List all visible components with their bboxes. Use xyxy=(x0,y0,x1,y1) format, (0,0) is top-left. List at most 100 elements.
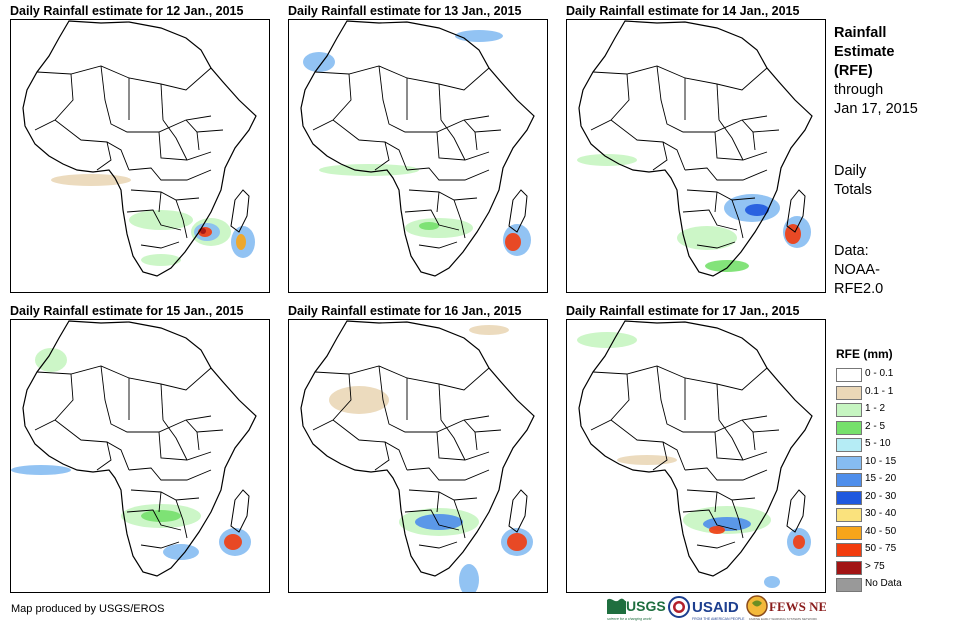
country-border xyxy=(652,141,668,171)
country-border xyxy=(126,509,182,531)
map-panel-17-jan: Daily Rainfall estimate for 17 Jan., 201… xyxy=(566,303,826,593)
rainfall-map xyxy=(10,319,270,593)
country-border xyxy=(196,431,200,451)
legend-label: No Data xyxy=(865,578,902,589)
country-border xyxy=(652,441,668,471)
country-border xyxy=(158,131,212,161)
rainfall-area xyxy=(785,224,801,244)
madagascar-outline xyxy=(786,489,806,533)
legend-label: 5 - 10 xyxy=(865,438,891,449)
rainfall-area xyxy=(224,534,242,550)
legend-label: 1 - 2 xyxy=(865,403,886,414)
madagascar-outline xyxy=(508,189,528,233)
country-border xyxy=(684,167,768,181)
country-border xyxy=(160,383,164,421)
panel-title: Daily Rainfall estimate for 17 Jan., 201… xyxy=(566,304,800,318)
country-border xyxy=(716,383,720,421)
country-border xyxy=(404,209,460,231)
country-border xyxy=(718,419,744,461)
usgs-wordmark: USGS xyxy=(626,598,666,614)
usgs-tagline: science for a changing world xyxy=(607,617,652,621)
legend-swatch xyxy=(836,385,862,400)
africa-map xyxy=(300,20,535,277)
legend-label: > 75 xyxy=(865,560,885,572)
rainfall-area xyxy=(329,386,389,414)
country-border xyxy=(196,131,200,151)
fews-net-wordmark: FEWS NET xyxy=(769,599,826,614)
rainfall-area xyxy=(236,234,246,250)
panel-title: Daily Rainfall estimate for 14 Jan., 201… xyxy=(566,4,800,18)
rainfall-map xyxy=(566,19,826,293)
africa-map xyxy=(577,20,813,277)
rainfall-area xyxy=(764,576,780,588)
madagascar-outline xyxy=(230,189,250,233)
sidebar-daily: Daily Totals xyxy=(834,162,872,200)
country-border xyxy=(128,467,212,481)
legend-swatch xyxy=(836,473,862,487)
country-border xyxy=(436,431,490,461)
country-border xyxy=(731,499,744,539)
panel-title: Daily Rainfall estimate for 15 Jan., 201… xyxy=(10,304,244,318)
rainfall-area xyxy=(141,510,181,522)
rainfall-area xyxy=(507,533,527,551)
panel-title: Daily Rainfall estimate for 16 Jan., 201… xyxy=(288,304,522,318)
legend-swatch xyxy=(836,578,862,592)
heading-line: (RFE) xyxy=(834,63,873,79)
madagascar-outline xyxy=(508,489,528,533)
country-border xyxy=(696,541,736,549)
country-border xyxy=(418,541,458,549)
fews-net-tagline: FAMINE EARLY WARNING SYSTEMS NETWORK xyxy=(749,617,817,621)
country-border xyxy=(406,467,490,481)
legend-swatch xyxy=(836,403,862,417)
country-border xyxy=(731,199,744,239)
country-border xyxy=(453,199,466,239)
legend-swatch xyxy=(836,543,862,557)
country-border xyxy=(408,489,478,501)
map-panel-12-jan: Daily Rainfall estimate for 12 Jan., 201… xyxy=(10,3,270,293)
legend-swatch xyxy=(836,525,862,540)
legend-label: 15 - 20 xyxy=(865,473,897,484)
heading-line: Estimate xyxy=(834,44,895,60)
country-border xyxy=(682,209,738,231)
country-border xyxy=(312,373,352,431)
africa-coastline xyxy=(578,20,813,277)
rainfall-area xyxy=(11,465,71,475)
rainfall-area xyxy=(745,204,769,216)
country-border xyxy=(404,509,460,531)
rainfall-area xyxy=(51,174,131,186)
country-border xyxy=(158,191,162,213)
legend-swatch xyxy=(836,490,862,505)
country-border xyxy=(408,189,478,201)
country-border xyxy=(696,241,736,249)
country-border xyxy=(162,119,188,161)
africa-coastline xyxy=(578,320,813,577)
africa-coastline xyxy=(300,320,535,577)
legend-label: 10 - 15 xyxy=(865,455,897,467)
country-border xyxy=(374,441,390,471)
rainfall-area xyxy=(415,514,463,530)
country-border xyxy=(438,383,442,421)
country-border xyxy=(752,131,756,151)
panel-title: Daily Rainfall estimate for 12 Jan., 201… xyxy=(10,4,244,18)
legend-swatch xyxy=(836,438,862,452)
africa-coastline xyxy=(300,20,535,277)
rainfall-area xyxy=(405,218,473,238)
rainfall-area xyxy=(163,544,199,560)
panel-title: Daily Rainfall estimate for 13 Jan., 201… xyxy=(288,4,522,18)
usaid-wordmark: USAID xyxy=(692,599,739,616)
through-label: through xyxy=(834,82,884,98)
usaid-tagline: FROM THE AMERICAN PEOPLE xyxy=(692,617,745,621)
country-border xyxy=(718,119,744,161)
africa-landmass xyxy=(579,321,812,576)
country-border xyxy=(714,491,718,513)
legend-label: 40 - 50 xyxy=(865,525,897,537)
country-border xyxy=(406,167,490,181)
africa-map xyxy=(22,20,257,277)
country-border xyxy=(96,441,112,471)
rainfall-area xyxy=(419,222,439,230)
sidebar-heading: Rainfall Estimate (RFE) through Jan 17, … xyxy=(834,24,918,119)
madagascar-outline xyxy=(786,189,806,233)
africa-map xyxy=(300,320,535,592)
africa-landmass xyxy=(301,21,534,276)
rainfall-area xyxy=(303,52,335,72)
